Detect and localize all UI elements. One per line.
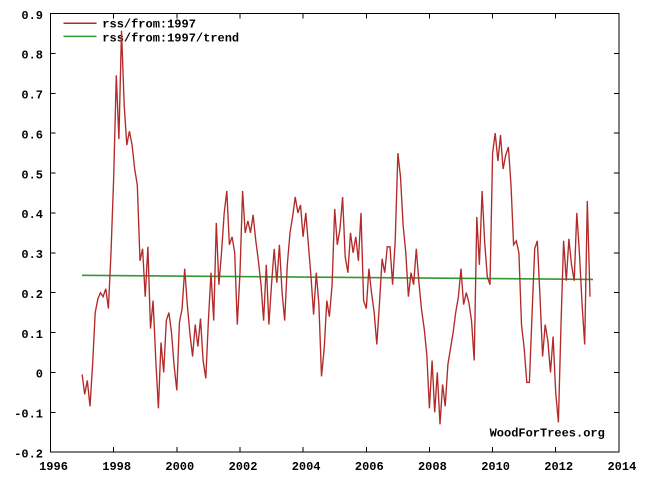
svg-text:2000: 2000 (165, 460, 194, 474)
svg-text:0.6: 0.6 (21, 128, 43, 142)
svg-text:2008: 2008 (418, 460, 447, 474)
svg-text:-0.1: -0.1 (14, 408, 43, 422)
svg-text:0.8: 0.8 (21, 49, 43, 63)
svg-text:0.9: 0.9 (21, 9, 43, 23)
svg-text:2004: 2004 (292, 460, 321, 474)
svg-text:2002: 2002 (229, 460, 258, 474)
svg-text:0: 0 (36, 368, 43, 382)
svg-text:1996: 1996 (39, 460, 68, 474)
svg-text:0.5: 0.5 (21, 168, 43, 182)
svg-text:WoodForTrees.org: WoodForTrees.org (490, 427, 605, 441)
svg-text:1998: 1998 (102, 460, 131, 474)
svg-text:-0.2: -0.2 (14, 448, 43, 462)
svg-text:0.1: 0.1 (21, 328, 43, 342)
svg-text:rss/from:1997: rss/from:1997 (102, 18, 196, 32)
svg-text:0.2: 0.2 (21, 288, 43, 302)
svg-text:rss/from:1997/trend: rss/from:1997/trend (102, 32, 239, 46)
svg-text:0.3: 0.3 (21, 248, 43, 262)
svg-text:2006: 2006 (355, 460, 384, 474)
svg-text:2010: 2010 (481, 460, 510, 474)
svg-text:2014: 2014 (607, 460, 636, 474)
svg-text:2012: 2012 (544, 460, 573, 474)
svg-text:0.7: 0.7 (21, 89, 43, 103)
svg-text:0.4: 0.4 (21, 208, 43, 222)
